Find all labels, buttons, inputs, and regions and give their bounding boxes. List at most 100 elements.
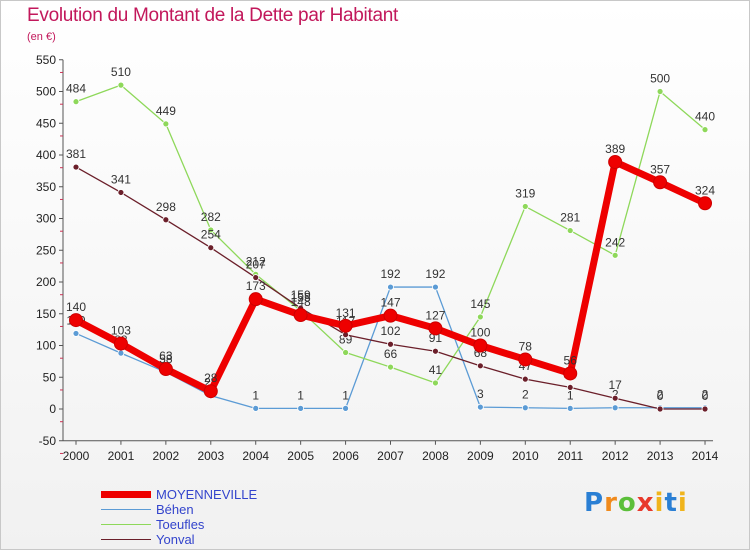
data-point <box>72 98 80 106</box>
data-label: 357 <box>650 162 670 176</box>
y-tick-label: 550 <box>36 53 56 67</box>
data-point <box>701 405 709 413</box>
data-label: 319 <box>515 186 535 200</box>
data-point <box>521 203 529 210</box>
x-tick-label: 2013 <box>647 449 674 463</box>
chart-unit-label: (en €) <box>27 31 56 43</box>
data-point <box>252 274 260 281</box>
data-label: 2 <box>702 388 709 402</box>
legend-swatch <box>101 524 151 525</box>
data-label: 440 <box>695 110 715 124</box>
data-label: 254 <box>201 228 221 242</box>
data-point <box>518 352 533 367</box>
data-label: 78 <box>519 339 533 353</box>
data-label: 0 <box>657 389 664 403</box>
data-label: 500 <box>650 72 670 86</box>
data-label: 131 <box>336 306 356 320</box>
data-label: 389 <box>605 142 625 156</box>
legend-label: MOYENNEVILLE <box>156 487 258 502</box>
data-label: 324 <box>695 183 715 197</box>
data-label: 145 <box>470 297 490 311</box>
data-label: 17 <box>608 378 622 392</box>
data-point <box>342 349 349 356</box>
data-label: 3 <box>477 387 484 401</box>
data-label: 242 <box>605 235 625 249</box>
y-tick-label: 450 <box>36 116 56 130</box>
y-tick-label: 150 <box>36 307 56 321</box>
y-tick-label: 400 <box>36 148 56 162</box>
data-label: 484 <box>66 82 86 96</box>
data-label: 103 <box>111 324 131 338</box>
data-point <box>563 366 578 381</box>
x-tick-label: 2008 <box>422 449 449 463</box>
data-point <box>113 336 128 351</box>
data-point <box>248 292 263 307</box>
x-tick-label: 2001 <box>108 449 135 463</box>
data-point <box>207 226 215 234</box>
y-tick-label: 200 <box>36 275 56 289</box>
legend-swatch <box>101 491 151 498</box>
legend-label: Toeufles <box>156 517 205 532</box>
data-label: 2 <box>612 388 619 402</box>
data-label: 147 <box>380 296 400 310</box>
y-tick-label: 0 <box>49 402 56 416</box>
x-tick-label: 2004 <box>242 449 269 463</box>
data-point <box>432 379 439 387</box>
data-point <box>162 216 170 224</box>
data-point <box>698 196 713 211</box>
data-label: 28 <box>204 371 218 385</box>
data-label: 63 <box>159 349 173 363</box>
data-label: 173 <box>246 279 266 293</box>
data-label: 1 <box>567 388 574 402</box>
data-point <box>656 88 664 95</box>
data-label: 91 <box>429 331 443 345</box>
data-point <box>117 349 125 357</box>
data-label: 127 <box>425 308 445 322</box>
x-tick-label: 2012 <box>602 449 629 463</box>
data-label: 66 <box>384 347 398 361</box>
x-tick-label: 2009 <box>467 449 494 463</box>
data-label: 298 <box>156 200 176 214</box>
data-label: 2 <box>657 388 664 402</box>
y-tick-label: 350 <box>36 180 56 194</box>
data-label: 510 <box>111 65 131 79</box>
data-point <box>383 308 398 323</box>
data-point <box>387 340 394 348</box>
data-point <box>297 404 305 412</box>
data-label: 192 <box>425 267 445 281</box>
data-label: 0 <box>702 389 709 403</box>
series-line-toeufles <box>75 84 706 384</box>
data-label: 212 <box>246 254 266 268</box>
data-point <box>656 405 664 413</box>
y-tick-label: 250 <box>36 243 56 257</box>
x-tick-label: 2005 <box>287 449 314 463</box>
data-label: 341 <box>111 172 131 186</box>
legend-swatch <box>101 539 151 540</box>
data-point <box>476 403 484 411</box>
data-point <box>432 347 439 355</box>
data-point <box>566 384 574 391</box>
data-point <box>117 81 125 89</box>
legend-label: Yonval <box>156 532 195 547</box>
data-point <box>162 120 170 128</box>
data-point <box>387 363 394 371</box>
data-point <box>566 404 574 412</box>
proxiti-logo: Proxiti <box>584 488 688 518</box>
data-label: 102 <box>380 324 400 338</box>
data-label: 207 <box>246 258 266 272</box>
y-tick-label: 100 <box>36 339 56 353</box>
x-tick-label: 2003 <box>197 449 224 463</box>
data-label: 2 <box>522 388 529 402</box>
data-label: 159 <box>291 288 311 302</box>
data-point <box>608 154 623 169</box>
data-point <box>72 330 80 337</box>
data-label: 148 <box>291 295 311 309</box>
data-point <box>338 318 353 333</box>
data-label: 1 <box>297 388 304 402</box>
data-label: 282 <box>201 210 221 224</box>
data-label: 1 <box>342 388 349 402</box>
data-point <box>72 163 80 171</box>
data-point <box>566 227 574 234</box>
data-point <box>473 338 488 353</box>
